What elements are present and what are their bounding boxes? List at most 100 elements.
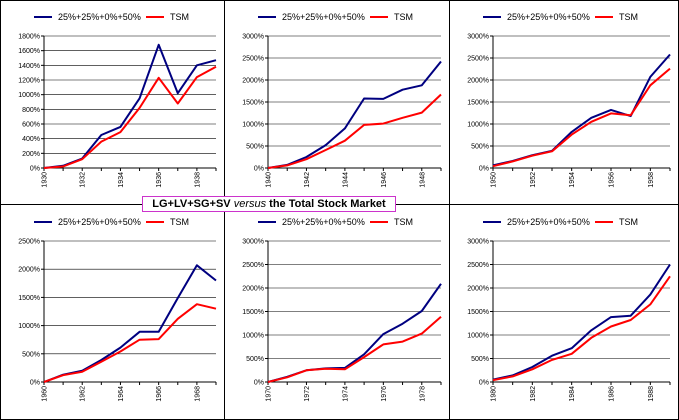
x-tick-label: 1986 <box>609 386 616 402</box>
y-tick-label: 2500% <box>18 239 40 246</box>
legend-label: TSM <box>619 12 638 22</box>
legend-label: TSM <box>394 12 413 22</box>
x-tick-label: 1944 <box>342 172 349 188</box>
x-tick-label: 1960 <box>42 386 49 402</box>
x-tick-label: 1952 <box>530 172 537 188</box>
y-tick-label: 0% <box>30 166 40 173</box>
x-tick-label: 1934 <box>118 172 125 188</box>
y-tick-label: 0% <box>254 166 264 173</box>
chart-panel-2: 25%+25%+0%+50% TSM 0% 500% 1000% 1500% 2000% 25… <box>242 12 442 188</box>
series-line <box>492 53 671 167</box>
series-line <box>492 275 671 382</box>
x-tick-label: 1948 <box>419 172 426 188</box>
title-versus: versus <box>233 198 267 210</box>
y-tick-label: 1000% <box>242 122 264 129</box>
y-tick-label: 500% <box>471 144 489 151</box>
legend-label: 25%+25%+0%+50% <box>282 217 365 227</box>
chart-panel-5: 25%+25%+0%+50% TSM 0% 500% 1000% 1500% 2000% 25… <box>242 217 442 402</box>
y-tick-label: 2500% <box>467 56 489 63</box>
title-part1: LG+LV+SG+SV <box>152 198 231 210</box>
y-tick-label: 500% <box>246 144 264 151</box>
x-tick-label: 1930 <box>42 172 49 188</box>
x-tick-label: 1984 <box>569 386 576 402</box>
legend-label: 25%+25%+0%+50% <box>58 12 141 22</box>
y-tick-label: 2000% <box>242 78 264 85</box>
y-tick-label: 500% <box>471 356 489 363</box>
series-line <box>43 43 217 169</box>
y-tick-label: 1500% <box>18 295 40 302</box>
series-line <box>43 65 217 169</box>
series-line <box>267 93 442 169</box>
y-tick-label: 2000% <box>242 286 264 293</box>
y-tick-label: 500% <box>246 356 264 363</box>
x-tick-label: 1972 <box>304 386 311 402</box>
y-tick-label: 200% <box>22 151 40 158</box>
x-tick-label: 1958 <box>648 172 655 188</box>
y-tick-label: 2000% <box>467 78 489 85</box>
y-tick-label: 800% <box>22 107 40 114</box>
y-tick-label: 2500% <box>467 262 489 269</box>
series-line <box>492 263 671 381</box>
y-tick-label: 0% <box>254 380 264 387</box>
series-line <box>267 315 442 383</box>
y-tick-label: 1500% <box>242 309 264 316</box>
y-tick-label: 1400% <box>18 63 40 70</box>
y-tick-label: 2000% <box>467 286 489 293</box>
chart-panel-4: 25%+25%+0%+50% TSM 0% 500% 1000% 1500% 2000% 25… <box>18 217 217 402</box>
x-tick-label: 1968 <box>194 386 201 402</box>
y-tick-label: 1200% <box>18 78 40 85</box>
y-tick-label: 1800% <box>18 34 40 41</box>
x-tick-label: 1932 <box>80 172 87 188</box>
chart-panel-1: 25%+25%+0%+50% TSM 0% 200% 400% 600% 800% 1000%… <box>18 12 217 188</box>
legend-label: 25%+25%+0%+50% <box>507 217 590 227</box>
legend-label: 25%+25%+0%+50% <box>282 12 365 22</box>
y-tick-label: 2500% <box>242 262 264 269</box>
y-tick-label: 0% <box>479 166 489 173</box>
x-tick-label: 1980 <box>491 386 498 402</box>
x-tick-label: 1956 <box>609 172 616 188</box>
y-tick-label: 3000% <box>242 239 264 246</box>
x-tick-label: 1966 <box>156 386 163 402</box>
y-tick-label: 1000% <box>467 333 489 340</box>
x-tick-label: 1974 <box>342 386 349 402</box>
y-tick-label: 1000% <box>18 92 40 99</box>
x-tick-label: 1962 <box>80 386 87 402</box>
x-tick-label: 1982 <box>530 386 537 402</box>
x-tick-label: 1954 <box>569 172 576 188</box>
y-tick-label: 1500% <box>467 100 489 107</box>
series-line <box>43 303 217 383</box>
legend-label: 25%+25%+0%+50% <box>507 12 590 22</box>
x-tick-label: 1976 <box>381 386 388 402</box>
x-tick-label: 1936 <box>156 172 163 188</box>
y-tick-label: 0% <box>30 380 40 387</box>
x-tick-label: 1964 <box>118 386 125 402</box>
comparison-title: LG+LV+SG+SV versus the Total Stock Marke… <box>142 196 396 212</box>
y-tick-label: 500% <box>22 351 40 358</box>
series-line <box>43 264 217 383</box>
y-tick-label: 1500% <box>467 309 489 316</box>
legend-label: TSM <box>394 217 413 227</box>
y-tick-label: 3000% <box>467 34 489 41</box>
y-tick-label: 3000% <box>467 239 489 246</box>
x-tick-label: 1950 <box>491 172 498 188</box>
x-tick-label: 1940 <box>266 172 273 188</box>
legend-label: TSM <box>170 12 189 22</box>
x-tick-label: 1946 <box>381 172 388 188</box>
y-tick-label: 3000% <box>242 34 264 41</box>
series-line <box>492 67 671 168</box>
y-tick-label: 1000% <box>467 122 489 129</box>
x-tick-label: 1942 <box>304 172 311 188</box>
y-tick-label: 1500% <box>242 100 264 107</box>
y-tick-label: 2000% <box>18 267 40 274</box>
series-line <box>267 60 442 169</box>
y-tick-label: 2500% <box>242 56 264 63</box>
y-tick-label: 0% <box>479 380 489 387</box>
y-tick-label: 400% <box>22 136 40 143</box>
y-tick-label: 1600% <box>18 48 40 55</box>
y-tick-label: 600% <box>22 122 40 129</box>
x-tick-label: 1938 <box>194 172 201 188</box>
series-line <box>267 283 442 383</box>
y-tick-label: 1000% <box>18 323 40 330</box>
chart-panel-6: 25%+25%+0%+50% TSM 0% 500% 1000% 1500% 2000% 25… <box>467 217 671 402</box>
